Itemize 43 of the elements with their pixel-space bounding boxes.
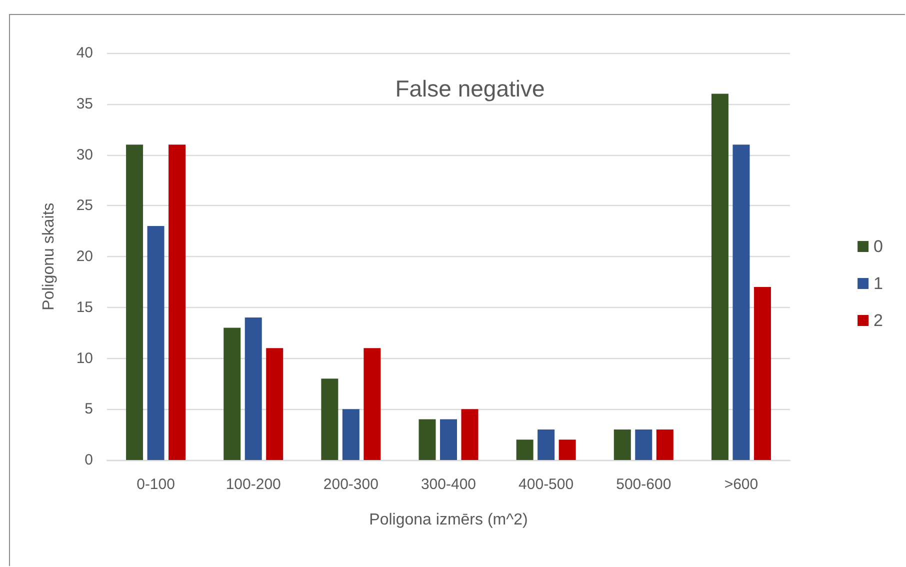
y-tick-label: 30 [76,146,93,164]
text: False negative [395,76,545,102]
x-tick-label: 300-400 [420,476,476,493]
bar [418,419,436,460]
y-tick-label: 0 [84,452,93,468]
x-tick-label: 100-200 [226,476,281,493]
y-axis-title: Poligonu skaits [40,202,58,310]
x-axis-title: Poligona izmērs (m^2) [369,512,528,528]
legend-label: 0 [874,237,884,256]
bar [558,440,576,460]
bar [321,378,338,460]
y-tick-label: 20 [76,248,93,265]
bar [147,226,164,460]
x-tick-label: 200-300 [323,476,378,493]
x-tick-label: 400-500 [518,476,574,493]
bar [224,328,241,460]
bar [516,440,534,460]
y-tick-label: 35 [76,95,93,112]
bar [364,348,381,460]
legend-label: 2 [874,311,884,330]
bar [635,429,652,460]
x-tick-label: >600 [724,476,758,493]
y-tick-label: 5 [84,400,93,418]
bar [711,94,728,460]
bar [754,287,771,460]
y-tick-label: 15 [76,298,93,316]
bar [461,409,478,460]
bar [656,429,674,460]
y-tick-label: 40 [76,44,93,62]
bar [614,429,631,460]
bar [266,348,284,460]
y-tick-label: 10 [76,350,93,367]
bar [538,429,555,460]
legend-label: 1 [874,274,884,293]
x-tick-label: 500-600 [616,476,672,493]
x-tick-label: 0-100 [136,476,175,493]
bar [168,144,186,460]
bar [244,318,262,460]
y-tick-label: 25 [76,197,93,214]
bar [440,419,457,460]
bar [342,409,360,460]
bar [732,144,750,460]
bar [126,144,144,460]
